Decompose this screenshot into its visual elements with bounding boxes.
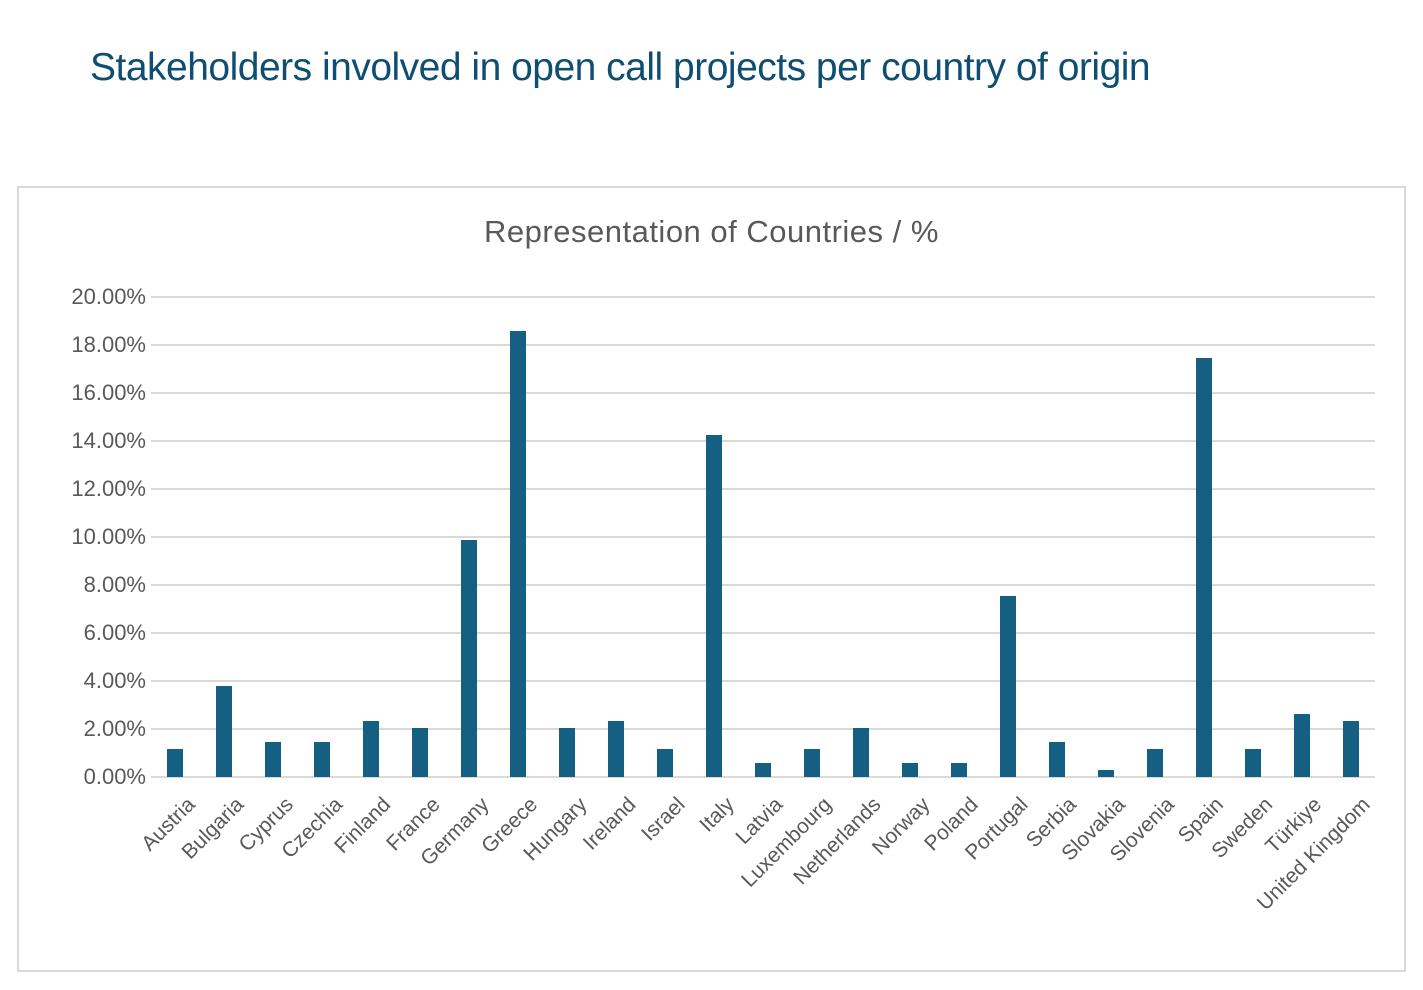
bar-cyprus [265, 742, 282, 777]
page-title: Stakeholders involved in open call proje… [90, 46, 1151, 89]
bar-austria [167, 749, 184, 777]
bar-poland [950, 763, 967, 777]
y-tick-label: 8.00% [83, 572, 146, 597]
gridline [151, 344, 1375, 346]
bar-türkiye [1293, 714, 1310, 777]
y-tick-label: 2.00% [83, 716, 146, 741]
bar-bulgaria [216, 686, 233, 777]
bar-ireland [608, 721, 625, 777]
bar-united-kingdom [1342, 721, 1359, 777]
bar-italy [706, 435, 723, 777]
y-tick-label: 18.00% [71, 332, 146, 357]
x-tick-label: Ireland [578, 793, 641, 855]
gridline [151, 776, 1375, 778]
chart-frame[interactable]: Representation of Countries / % 0.00% 2.0… [17, 186, 1406, 972]
bar-finland [363, 721, 380, 777]
y-tick-label: 4.00% [83, 668, 146, 693]
bar-germany [461, 539, 478, 777]
y-tick-label: 0.00% [83, 764, 146, 789]
gridline [151, 296, 1375, 298]
bar-israel [657, 749, 674, 777]
y-tick-label: 12.00% [71, 476, 146, 501]
gridline [151, 392, 1375, 394]
y-tick-label: 6.00% [83, 620, 146, 645]
bar-portugal [999, 595, 1016, 777]
bar-luxembourg [803, 749, 820, 777]
bar-france [412, 728, 429, 777]
plot-area [151, 296, 1375, 778]
bar-czechia [314, 742, 331, 777]
gridline [151, 536, 1375, 538]
bar-latvia [755, 763, 771, 777]
gridline [151, 488, 1375, 490]
y-tick-label: 20.00% [71, 284, 146, 309]
y-tick-label: 16.00% [71, 380, 146, 405]
x-tick-label: Israel [636, 793, 690, 846]
gridline [151, 632, 1375, 634]
gridline [151, 680, 1375, 682]
y-tick-label: 14.00% [71, 428, 146, 453]
gridline [151, 584, 1375, 586]
bar-netherlands [852, 728, 869, 777]
gridline [151, 440, 1375, 442]
bar-spain [1195, 358, 1212, 777]
bar-slovenia [1146, 749, 1163, 777]
y-tick-label: 10.00% [71, 524, 146, 549]
gridline [151, 728, 1375, 730]
bar-hungary [559, 728, 576, 777]
bar-greece [510, 330, 527, 777]
bar-sweden [1244, 749, 1261, 777]
bar-serbia [1048, 742, 1065, 777]
bar-slovakia [1097, 770, 1114, 777]
chart-title: Representation of Countries / % [484, 214, 939, 249]
bar-norway [901, 763, 918, 777]
